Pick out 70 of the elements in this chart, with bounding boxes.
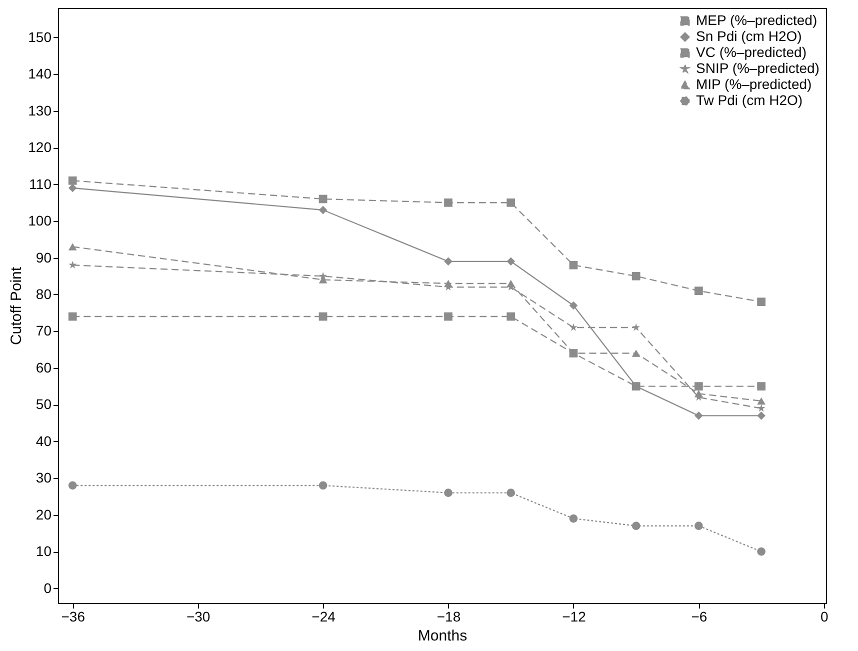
point xyxy=(68,184,77,192)
y-tick-label: 0 xyxy=(44,580,52,596)
legend-label: MEP (%–predicted) xyxy=(696,12,818,28)
point xyxy=(506,312,516,321)
point xyxy=(632,272,640,280)
point xyxy=(68,260,77,268)
point xyxy=(506,257,516,266)
point xyxy=(444,488,452,497)
y-tick-label: 130 xyxy=(28,102,52,118)
legend-label: VC (%–predicted) xyxy=(696,44,806,60)
y-tick-label: 80 xyxy=(36,286,52,302)
point xyxy=(694,522,703,530)
point xyxy=(444,280,452,288)
y-tick-label: 40 xyxy=(36,432,52,449)
point xyxy=(757,298,766,306)
legend-label: MIP (%–predicted) xyxy=(696,76,812,92)
point xyxy=(757,397,766,405)
y-tick-label: 140 xyxy=(28,66,52,82)
point xyxy=(694,412,703,420)
point xyxy=(68,312,77,321)
x-tick-label: 0 xyxy=(820,608,829,624)
x-tick-label: −36 xyxy=(61,608,86,624)
y-tick-label: 20 xyxy=(36,506,52,522)
legend-label: SNIP (%–predicted) xyxy=(696,60,820,76)
y-tick-label: 30 xyxy=(36,470,52,486)
x-tick-label: −30 xyxy=(186,608,210,624)
point xyxy=(569,301,578,310)
point xyxy=(569,260,578,270)
point xyxy=(68,176,77,185)
point xyxy=(68,243,77,250)
x-axis-title: Months xyxy=(418,628,468,644)
point xyxy=(318,206,328,214)
y-tick-label: 90 xyxy=(36,249,52,266)
point xyxy=(444,312,452,321)
point xyxy=(694,286,703,295)
x-tick-label: −18 xyxy=(436,608,461,624)
point xyxy=(68,481,77,490)
point xyxy=(757,382,766,390)
y-tick-label: 70 xyxy=(36,322,52,339)
y-tick-label: 50 xyxy=(36,396,52,412)
point xyxy=(757,404,766,412)
legend-label: Tw Pdi (cm H2O) xyxy=(696,92,803,108)
y-tick-label: 110 xyxy=(29,176,52,192)
y-tick-label: 150 xyxy=(28,28,52,45)
point xyxy=(318,481,328,490)
y-tick-label: 120 xyxy=(28,139,52,156)
y-tick-label: 100 xyxy=(28,212,52,229)
y-tick-label: 60 xyxy=(36,359,52,376)
point xyxy=(444,257,452,266)
point xyxy=(318,194,328,204)
x-tick-label: −6 xyxy=(691,608,708,624)
point xyxy=(570,323,578,331)
legend-label: Sn Pdi (cm H2O) xyxy=(696,28,802,44)
point xyxy=(757,412,766,420)
point xyxy=(506,280,516,288)
point xyxy=(318,312,328,321)
point xyxy=(632,323,640,331)
point xyxy=(694,382,703,390)
x-tick-label: −24 xyxy=(312,608,336,624)
x-tick-label: −12 xyxy=(562,608,586,624)
point xyxy=(506,198,516,207)
point xyxy=(694,390,703,398)
point xyxy=(569,514,578,523)
y-tick-label: 10 xyxy=(36,543,52,560)
point xyxy=(444,198,452,207)
point xyxy=(632,350,640,357)
point xyxy=(757,547,766,556)
point xyxy=(506,488,516,497)
point xyxy=(632,522,640,530)
y-axis-title: Cutoff Point xyxy=(8,266,26,346)
